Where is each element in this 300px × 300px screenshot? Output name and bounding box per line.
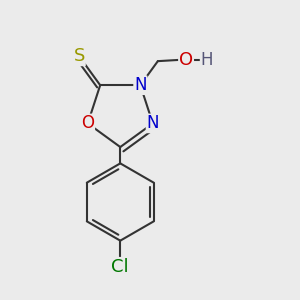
- Text: S: S: [74, 47, 85, 65]
- Text: N: N: [134, 76, 147, 94]
- Text: O: O: [179, 51, 193, 69]
- Text: O: O: [81, 114, 94, 132]
- Text: H: H: [201, 51, 213, 69]
- Text: N: N: [146, 114, 159, 132]
- Text: Cl: Cl: [112, 258, 129, 276]
